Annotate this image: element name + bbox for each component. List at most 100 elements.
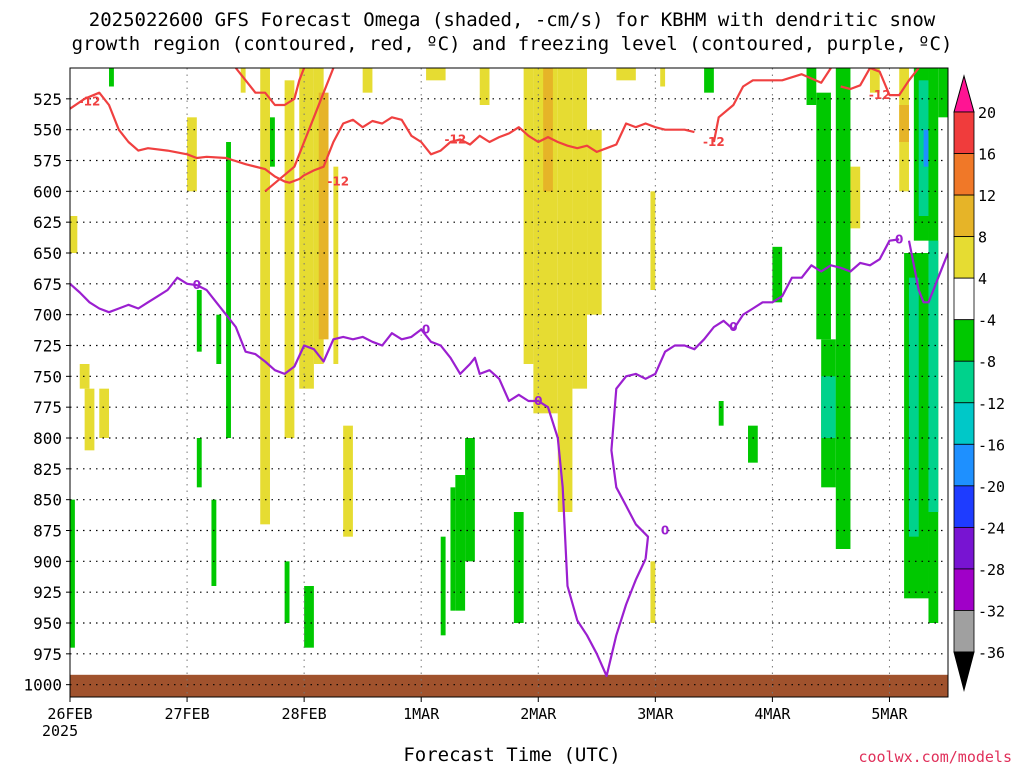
- omega-cell-9: [211, 499, 217, 586]
- y-tick-label-825: 825: [33, 460, 62, 479]
- colorbar-box-6: [953, 360, 975, 404]
- omega-cell-37: [616, 68, 636, 81]
- colorbar-label-5: -4: [978, 312, 996, 330]
- dgz-contour-label-1: -12: [327, 174, 349, 188]
- freezing-contour-2: [907, 240, 948, 304]
- y-tick-label-800: 800: [33, 429, 62, 448]
- dgz-contour-label-2: -12: [445, 133, 467, 147]
- x-tick-label-5MAR: 5MAR: [871, 705, 908, 723]
- y-tick-label-525: 525: [33, 90, 62, 109]
- colorbar-box-12: [953, 610, 975, 653]
- colorbar-box-0: [953, 111, 975, 154]
- freezing-contour-label-3: 0: [661, 524, 669, 538]
- omega-cell-43: [748, 425, 758, 463]
- omega-cell-33: [543, 68, 553, 192]
- omega-cell-5: [70, 499, 75, 648]
- omega-cell-46: [816, 92, 831, 340]
- colorbar-label-8: -16: [978, 436, 1005, 454]
- omega-cell-30: [513, 512, 524, 623]
- omega-cell-27: [455, 475, 466, 611]
- x-tick-label-1MAR: 1MAR: [403, 705, 440, 723]
- omega-cell-11: [226, 142, 231, 438]
- omega-cell-8: [196, 438, 202, 488]
- dgz-contour-label-3: -12: [703, 135, 725, 149]
- omega-cell-42: [718, 401, 724, 426]
- omega-cell-15: [284, 80, 295, 438]
- omega-cell-48: [821, 376, 836, 438]
- colorbar-box-2: [953, 194, 975, 238]
- omega-cell-40: [660, 68, 666, 87]
- omega-cell-6: [187, 117, 197, 192]
- colorbar-bottom-arrow: [953, 651, 975, 692]
- omega-cell-58: [923, 129, 929, 167]
- colorbar-label-10: -24: [978, 519, 1005, 537]
- contour-labels: -12 -12 -12 -12 -12 0 0 0 0 0 0: [79, 88, 904, 537]
- colorbar-box-7: [953, 402, 975, 445]
- x-tick-label-3MAR: 3MAR: [637, 705, 674, 723]
- y-tick-label-750: 750: [33, 367, 62, 386]
- colorbar-label-1: 16: [978, 146, 996, 164]
- omega-cell-20: [318, 92, 329, 340]
- y-tick-label-900: 900: [33, 552, 62, 571]
- omega-cell-29: [479, 68, 490, 105]
- y-tick-label-1000: 1000: [23, 676, 62, 695]
- omega-cell-60: [928, 240, 939, 512]
- omega-cell-2: [84, 388, 95, 451]
- dgz-contour-1: [234, 68, 306, 107]
- y-tick-label-625: 625: [33, 213, 62, 232]
- omega-cell-23: [362, 68, 373, 93]
- colorbar-box-11: [953, 568, 975, 611]
- omega-cell-24: [426, 68, 446, 81]
- colorbar-label-3: 8: [978, 229, 987, 247]
- omega-cell-39: [650, 561, 656, 623]
- omega-shading-layer: [70, 68, 948, 648]
- omega-cell-13: [260, 68, 270, 525]
- omega-cell-10: [216, 314, 222, 364]
- colorbar-box-9: [953, 485, 975, 528]
- x-tick-label-26FEB: 26FEB: [47, 705, 92, 723]
- x-axis-title: Forecast Time (UTC): [403, 744, 621, 766]
- y-tick-label-775: 775: [33, 398, 62, 417]
- omega-cell-41: [704, 68, 714, 93]
- omega-cell-25: [440, 536, 446, 636]
- dgz-contour-4: [840, 68, 920, 97]
- dgz-contour-0: [70, 91, 695, 184]
- contour-layer: [70, 68, 948, 678]
- x-axis-year-label: 2025: [42, 722, 79, 740]
- omega-cell-4: [109, 68, 114, 87]
- omega-cell-1: [79, 364, 90, 389]
- credit-link[interactable]: coolwx.com/models: [858, 748, 1012, 766]
- omega-cell-34: [557, 68, 573, 512]
- chart-title-line-1: 2025022600 GFS Forecast Omega (shaded, -…: [88, 9, 936, 31]
- freezing-contour-label-2: 0: [534, 394, 542, 408]
- dgz-contour-label-4: -12: [869, 88, 891, 102]
- colorbar-label-2: 12: [978, 187, 996, 205]
- y-tick-label-975: 975: [33, 645, 62, 664]
- omega-cell-44: [772, 246, 783, 303]
- freezing-contour-label-1: 0: [422, 322, 430, 336]
- omega-cell-50: [850, 166, 861, 229]
- y-tick-label-650: 650: [33, 244, 62, 263]
- omega-cell-14: [269, 117, 275, 167]
- colorbar-top-arrow: [953, 74, 975, 113]
- omega-cell-45: [806, 68, 817, 105]
- plot-frame: [69, 67, 949, 698]
- colorbar-label-12: -32: [978, 602, 1005, 620]
- colorbar-box-3: [953, 236, 975, 279]
- omega-cell-21: [333, 166, 339, 364]
- colorbar-label-6: -8: [978, 353, 996, 371]
- y-tick-label-850: 850: [33, 491, 62, 510]
- omega-cell-7: [196, 290, 202, 352]
- ground-strip: [70, 674, 948, 697]
- colorbar-label-7: -12: [978, 395, 1005, 413]
- x-tick-label-4MAR: 4MAR: [754, 705, 791, 723]
- y-tick-label-700: 700: [33, 306, 62, 325]
- omega-cell-28: [465, 438, 475, 562]
- x-tick-label-28FEB: 28FEB: [282, 705, 327, 723]
- omega-cell-31: [523, 68, 534, 364]
- omega-cell-26: [450, 487, 456, 611]
- colorbar-box-4: [953, 277, 975, 321]
- chart-title-line-2: growth region (contoured, red, ºC) and f…: [71, 33, 953, 55]
- y-tick-label-725: 725: [33, 337, 62, 356]
